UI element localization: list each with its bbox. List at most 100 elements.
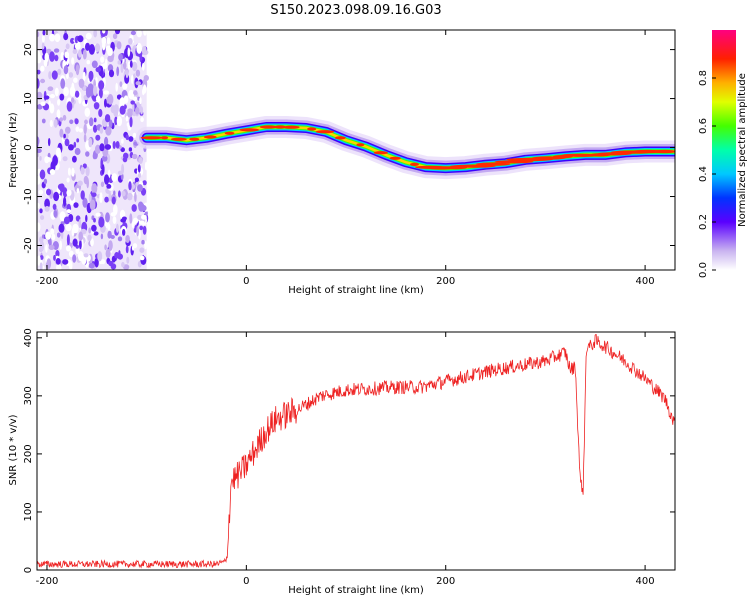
noise-blob — [128, 89, 135, 100]
noise-blob — [72, 49, 78, 55]
colorbar-ticks: 0.0 0.2 0.4 0.6 0.8 — [698, 70, 716, 278]
noise-blob — [122, 228, 126, 236]
noise-blob — [129, 116, 133, 128]
noise-blob — [131, 221, 135, 229]
noise-blob — [104, 244, 107, 251]
noise-blob — [73, 202, 79, 208]
noise-blob — [37, 175, 41, 185]
noise-blob — [59, 93, 65, 101]
noise-blob — [39, 262, 43, 270]
noise-blob — [123, 152, 129, 159]
noise-blob — [98, 88, 103, 99]
noise-blob — [93, 85, 98, 97]
noise-blob — [77, 35, 84, 43]
noise-blob — [37, 69, 41, 75]
noise-blob — [84, 119, 88, 125]
noise-blob — [97, 251, 103, 262]
noise-blob — [98, 80, 105, 90]
noise-blob — [100, 56, 105, 63]
noise-blob — [125, 245, 129, 254]
snr-frame — [36, 331, 676, 571]
noise-blob — [53, 210, 58, 218]
noise-blob — [79, 239, 82, 250]
noise-blob — [57, 99, 61, 106]
noise-blob — [43, 95, 50, 100]
noise-blob — [108, 260, 114, 267]
noise-blob — [80, 166, 85, 175]
noise-blob — [123, 95, 129, 104]
noise-blob — [137, 164, 141, 173]
noise-blob — [102, 30, 106, 34]
noise-blob — [45, 244, 48, 253]
colorbar: 0.0 0.2 0.4 0.6 0.8 Normalized spectral ampl… — [698, 30, 748, 278]
noise-blob — [82, 163, 87, 169]
noise-blob — [83, 123, 87, 135]
noise-blob — [59, 240, 62, 250]
noise-blob — [139, 225, 144, 231]
noise-blob — [132, 96, 138, 101]
noise-blob — [94, 257, 99, 268]
colorbar-tick-label: 0.4 — [698, 166, 709, 182]
noise-blob — [88, 137, 93, 148]
noise-blob — [56, 232, 61, 238]
snr-series-line — [37, 334, 675, 569]
spectrogram-plot-area — [37, 30, 675, 270]
noise-blob — [77, 180, 83, 186]
noise-blob — [119, 81, 123, 87]
snr-y-ticks: 0 100 200 300 400 — [23, 328, 675, 573]
ridge-peak — [389, 156, 401, 160]
noise-blob — [69, 119, 74, 125]
noise-blob — [127, 192, 133, 200]
noise-blob — [55, 250, 60, 258]
noise-blob — [140, 117, 144, 123]
noise-blob — [141, 214, 147, 220]
noise-blob — [68, 144, 74, 151]
noise-blob — [83, 253, 89, 258]
noise-blob — [132, 132, 137, 139]
noise-blob — [103, 90, 110, 95]
noise-blob — [39, 208, 43, 214]
noise-blob — [91, 183, 98, 195]
noise-blob — [144, 161, 148, 171]
noise-blob — [108, 69, 115, 78]
noise-blob — [48, 244, 55, 250]
noise-blob — [137, 184, 143, 192]
noise-blob — [91, 95, 96, 100]
noise-blob — [110, 212, 117, 217]
noise-blob — [128, 38, 133, 45]
noise-blob — [126, 122, 130, 127]
noise-blob — [37, 31, 40, 38]
ridge-peak — [239, 128, 260, 132]
chart-title: S150.2023.098.09.16.G03 — [270, 3, 441, 18]
noise-blob — [119, 105, 126, 115]
noise-blob — [49, 51, 55, 62]
noise-blob — [134, 191, 137, 203]
noise-blob — [87, 234, 92, 242]
noise-blob — [74, 118, 79, 125]
noise-blob — [113, 108, 119, 117]
noise-blob — [66, 209, 72, 214]
noise-blob — [86, 60, 91, 65]
noise-blob — [121, 261, 125, 268]
noise-blob — [46, 258, 52, 269]
noise-blob — [88, 227, 92, 234]
noise-blob — [52, 155, 58, 167]
noise-blob — [37, 152, 40, 158]
noise-blob — [37, 255, 41, 264]
noise-blob — [85, 166, 90, 177]
noise-blob — [40, 215, 45, 220]
spectrogram-x-axis-label: Height of straight line (km) — [288, 285, 424, 296]
noise-blob — [54, 33, 61, 43]
noise-blob — [139, 55, 143, 63]
noise-blob — [56, 109, 61, 119]
noise-blob — [57, 183, 65, 190]
spectrogram-ridge — [135, 116, 675, 180]
noise-blob — [130, 100, 135, 105]
noise-blob — [37, 202, 40, 209]
noise-blob — [71, 167, 75, 177]
noise-blob — [75, 247, 80, 254]
noise-blob — [49, 103, 55, 114]
noise-blob — [129, 213, 133, 224]
noise-blob — [49, 94, 56, 99]
